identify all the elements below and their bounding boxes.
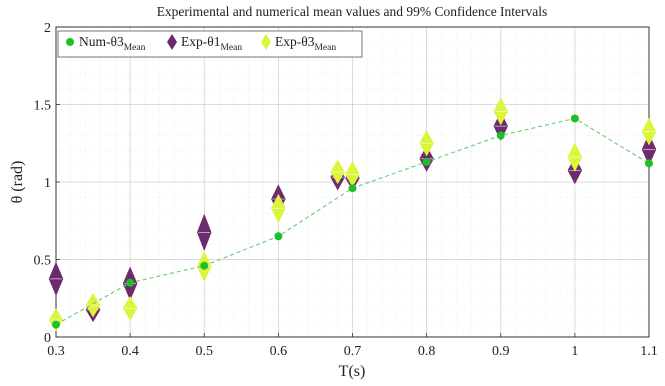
x-axis-label: T(s) [339, 363, 366, 380]
legend: Num-θ3Mean Exp-θ1Mean Exp-θ3Mean [57, 30, 363, 58]
x-tick-label: 0.7 [344, 344, 362, 359]
num-theta3-point [422, 157, 431, 166]
num-theta3-point [200, 261, 209, 270]
num-theta3-point [645, 159, 653, 168]
y-tick-label: 1.5 [34, 99, 52, 114]
x-tick-label: 1 [571, 344, 578, 359]
legend-entry-label: Exp-θ1Mean [181, 34, 242, 53]
legend-marker-exp [261, 34, 271, 50]
num-theta3-series [52, 114, 653, 329]
y-axis-ticks: 0 0.5 1 1.5 2 [34, 21, 60, 346]
legend-entry-label: Num-θ3Mean [79, 34, 146, 53]
legend-box [57, 30, 363, 58]
legend-entry-label: Exp-θ3Mean [275, 34, 336, 53]
y-axis-label: θ (rad) [9, 161, 26, 204]
y-tick-label: 0.5 [34, 254, 52, 269]
x-tick-label: 0.5 [196, 344, 214, 359]
y-tick-label: 2 [44, 21, 51, 36]
x-tick-label: 1.1 [640, 344, 658, 359]
x-tick-label: 0.3 [47, 344, 65, 359]
num-theta3-point [570, 114, 579, 123]
legend-marker-num [66, 38, 74, 46]
x-tick-label: 0.6 [270, 344, 288, 359]
y-tick-label: 0 [44, 331, 51, 346]
num-theta3-point [496, 131, 505, 140]
x-tick-label: 0.8 [418, 344, 436, 359]
chart-title: Experimental and numerical mean values a… [157, 4, 548, 19]
num-theta3-point [52, 320, 60, 329]
num-theta3-point [274, 232, 283, 241]
legend-marker-exp [167, 34, 177, 50]
num-theta3-point [126, 278, 135, 287]
num-theta3-point [348, 184, 357, 193]
x-axis-ticks: 0.3 0.4 0.5 0.6 0.7 0.8 0.9 1 1.1 [47, 333, 658, 359]
x-tick-label: 0.4 [121, 344, 139, 359]
series-layer [48, 97, 657, 332]
y-tick-label: 1 [44, 176, 51, 191]
x-tick-label: 0.9 [492, 344, 510, 359]
